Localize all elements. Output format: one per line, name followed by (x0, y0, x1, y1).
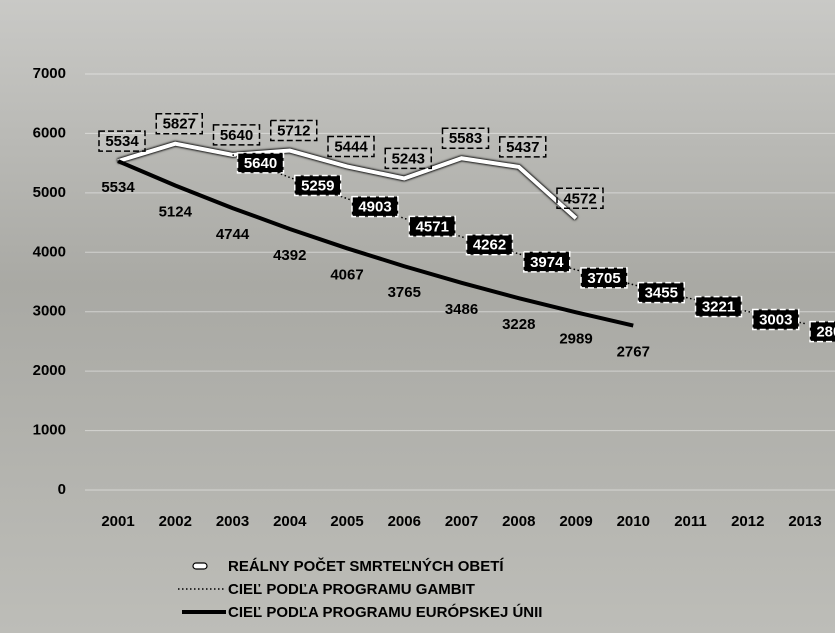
x-tick-label: 2007 (445, 513, 478, 530)
data-label: 3974 (530, 254, 564, 271)
label-box (809, 320, 835, 343)
x-tick-label: 2013 (788, 513, 821, 530)
x-tick-label: 2008 (502, 513, 535, 530)
data-label: 3228 (502, 316, 535, 333)
data-label: 5640 (220, 127, 253, 144)
data-label: 5827 (163, 116, 196, 133)
y-tick-label: 7000 (33, 65, 66, 82)
label-box (294, 174, 342, 197)
data-label: 4262 (473, 237, 506, 254)
data-label: 4572 (563, 190, 596, 207)
x-tick-label: 2010 (617, 513, 650, 530)
data-label: 3705 (587, 270, 620, 287)
label-box (351, 195, 399, 218)
x-tick-label: 2012 (731, 513, 764, 530)
y-tick-label: 2000 (33, 362, 66, 379)
data-label: 3221 (702, 299, 735, 316)
label-box (499, 136, 547, 158)
series-line (117, 159, 634, 328)
legend-label: CIEĽ PODĽA PROGRAMU EURÓPSKEJ ÚNII (228, 603, 542, 621)
data-label: 2989 (559, 330, 592, 347)
y-tick-label: 5000 (33, 184, 66, 201)
legend-label: REÁLNY POČET SMRTEĽNÝCH OBETÍ (228, 557, 504, 575)
data-label: 3486 (445, 301, 478, 318)
x-tick-label: 2005 (330, 513, 363, 530)
data-label: 5583 (449, 130, 482, 147)
label-box (98, 130, 146, 152)
data-label: 5437 (506, 139, 539, 156)
data-label: 5243 (392, 150, 425, 167)
label-box (270, 119, 318, 142)
data-label: 5534 (101, 179, 135, 196)
x-tick-label: 2002 (159, 513, 192, 530)
data-label: 4067 (330, 266, 363, 283)
y-tick-label: 0 (58, 481, 66, 498)
data-label: 5640 (244, 155, 277, 172)
label-box (441, 127, 490, 149)
x-tick-label: 2009 (559, 513, 592, 530)
x-tick-label: 2006 (388, 513, 421, 530)
label-box (408, 215, 456, 238)
data-label: 3003 (759, 312, 792, 329)
label-box (637, 281, 685, 304)
label-box (327, 135, 375, 158)
data-label: 4571 (416, 218, 449, 235)
legend-swatch (192, 562, 208, 570)
label-box (236, 152, 285, 174)
legend-label: CIEĽ PODĽA PROGRAMU GAMBIT (228, 581, 475, 598)
data-label: 2767 (617, 344, 650, 361)
label-box (580, 267, 628, 289)
data-label: 3765 (388, 284, 421, 301)
x-tick-label: 2003 (216, 513, 249, 530)
data-label: 5444 (334, 138, 368, 155)
label-box (384, 147, 432, 170)
label-box (556, 187, 604, 210)
data-label: 5534 (105, 133, 139, 150)
y-tick-label: 1000 (33, 422, 66, 439)
label-box (694, 295, 743, 318)
data-label: 2800 (816, 324, 835, 341)
data-label: 5259 (301, 177, 334, 194)
x-tick-label: 2011 (674, 513, 707, 530)
y-tick-label: 3000 (33, 303, 66, 320)
x-tick-label: 2001 (101, 513, 134, 530)
series-line (117, 141, 578, 220)
x-tick-label: 2004 (273, 513, 307, 530)
data-label: 5712 (277, 123, 310, 140)
label-box (523, 251, 571, 273)
data-label: 5124 (159, 203, 193, 220)
y-tick-label: 6000 (33, 124, 66, 141)
label-box (752, 308, 800, 331)
data-label: 4903 (358, 199, 391, 216)
label-box (212, 124, 261, 146)
data-label: 4744 (216, 226, 250, 243)
data-label: 4392 (273, 247, 306, 264)
label-box (465, 233, 514, 256)
data-label: 3455 (645, 285, 678, 302)
label-box (155, 112, 203, 135)
y-tick-label: 4000 (33, 243, 66, 260)
